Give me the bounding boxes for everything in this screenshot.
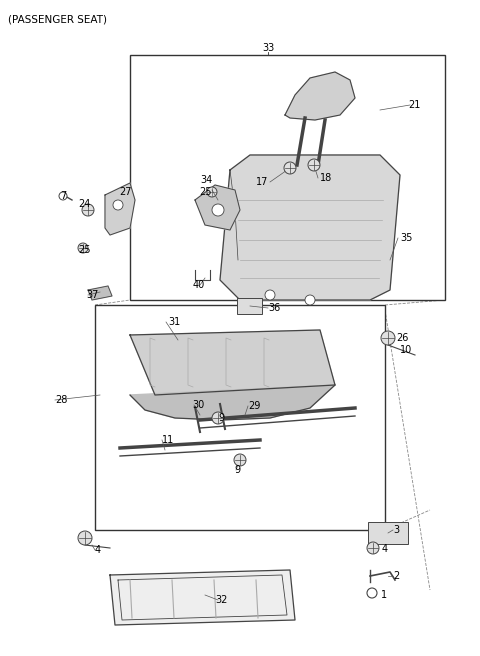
Bar xyxy=(237,298,262,314)
Circle shape xyxy=(212,412,224,424)
Text: 17: 17 xyxy=(256,177,268,187)
Bar xyxy=(130,55,445,300)
Text: 32: 32 xyxy=(215,595,228,605)
Text: 34: 34 xyxy=(201,175,213,185)
Circle shape xyxy=(82,204,94,216)
Text: 9: 9 xyxy=(218,413,224,423)
Text: (PASSENGER SEAT): (PASSENGER SEAT) xyxy=(8,14,107,24)
Text: 10: 10 xyxy=(400,345,412,355)
Text: 11: 11 xyxy=(162,435,174,445)
Bar xyxy=(368,522,408,544)
Circle shape xyxy=(59,192,67,200)
Circle shape xyxy=(305,295,315,305)
Circle shape xyxy=(212,204,224,216)
Text: 35: 35 xyxy=(400,233,412,243)
Polygon shape xyxy=(110,570,295,625)
Circle shape xyxy=(367,542,379,554)
Text: 9: 9 xyxy=(234,465,240,475)
Circle shape xyxy=(78,243,88,253)
Text: 31: 31 xyxy=(168,317,180,327)
Text: 4: 4 xyxy=(382,544,388,554)
Circle shape xyxy=(113,200,123,210)
Circle shape xyxy=(207,187,217,197)
Text: 18: 18 xyxy=(320,173,332,183)
Text: 29: 29 xyxy=(248,401,260,411)
Text: 27: 27 xyxy=(119,187,132,197)
Circle shape xyxy=(308,159,320,171)
Circle shape xyxy=(367,588,377,598)
Circle shape xyxy=(265,290,275,300)
Text: 2: 2 xyxy=(393,571,399,581)
Text: 30: 30 xyxy=(192,400,204,410)
Circle shape xyxy=(234,454,246,466)
Text: 7: 7 xyxy=(60,191,66,201)
Text: 40: 40 xyxy=(193,280,205,290)
Circle shape xyxy=(284,162,296,174)
Polygon shape xyxy=(220,155,400,300)
Circle shape xyxy=(381,331,395,345)
Text: 4: 4 xyxy=(95,545,101,555)
Text: 24: 24 xyxy=(78,199,90,209)
Text: 37: 37 xyxy=(86,290,98,300)
Circle shape xyxy=(78,531,92,545)
Polygon shape xyxy=(130,385,335,420)
Text: 3: 3 xyxy=(393,525,399,535)
Polygon shape xyxy=(285,72,355,120)
Text: 26: 26 xyxy=(396,333,408,343)
Polygon shape xyxy=(130,330,335,395)
Bar xyxy=(95,305,385,530)
Text: 25: 25 xyxy=(200,187,212,197)
Text: 1: 1 xyxy=(381,590,387,600)
Text: 36: 36 xyxy=(268,303,280,313)
Polygon shape xyxy=(195,185,240,230)
Text: 25: 25 xyxy=(78,245,91,255)
Polygon shape xyxy=(88,286,112,300)
Text: 33: 33 xyxy=(262,43,274,53)
Polygon shape xyxy=(105,183,135,235)
Text: 28: 28 xyxy=(55,395,67,405)
Text: 21: 21 xyxy=(408,100,420,110)
